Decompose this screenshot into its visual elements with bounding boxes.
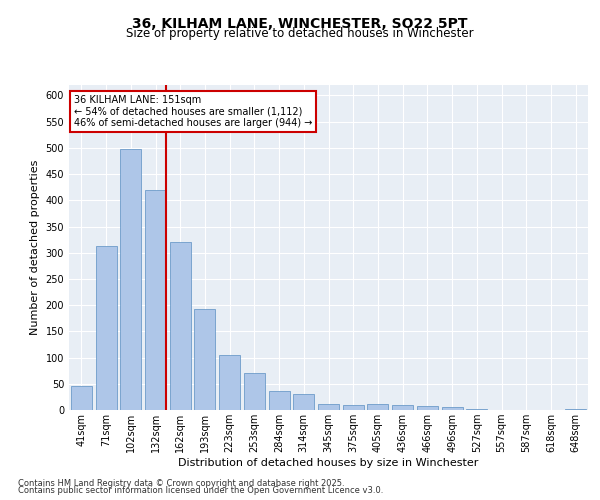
Bar <box>120 150 141 410</box>
Text: Size of property relative to detached houses in Winchester: Size of property relative to detached ho… <box>126 28 474 40</box>
Text: Contains public sector information licensed under the Open Government Licence v3: Contains public sector information licen… <box>18 486 383 495</box>
Bar <box>170 242 191 410</box>
Bar <box>318 404 339 410</box>
Bar <box>442 408 463 410</box>
Bar <box>293 394 314 410</box>
Bar <box>71 386 92 410</box>
Text: 36 KILHAM LANE: 151sqm
← 54% of detached houses are smaller (1,112)
46% of semi-: 36 KILHAM LANE: 151sqm ← 54% of detached… <box>74 94 313 128</box>
X-axis label: Distribution of detached houses by size in Winchester: Distribution of detached houses by size … <box>178 458 479 468</box>
Bar <box>244 374 265 410</box>
Bar <box>565 409 586 410</box>
Bar <box>95 246 116 410</box>
Text: 36, KILHAM LANE, WINCHESTER, SO22 5PT: 36, KILHAM LANE, WINCHESTER, SO22 5PT <box>132 18 468 32</box>
Bar <box>367 404 388 410</box>
Bar <box>392 405 413 410</box>
Bar <box>219 355 240 410</box>
Bar <box>343 405 364 410</box>
Y-axis label: Number of detached properties: Number of detached properties <box>30 160 40 335</box>
Bar <box>466 409 487 410</box>
Text: Contains HM Land Registry data © Crown copyright and database right 2025.: Contains HM Land Registry data © Crown c… <box>18 478 344 488</box>
Bar <box>269 390 290 410</box>
Bar <box>417 406 438 410</box>
Bar <box>145 190 166 410</box>
Bar <box>194 309 215 410</box>
